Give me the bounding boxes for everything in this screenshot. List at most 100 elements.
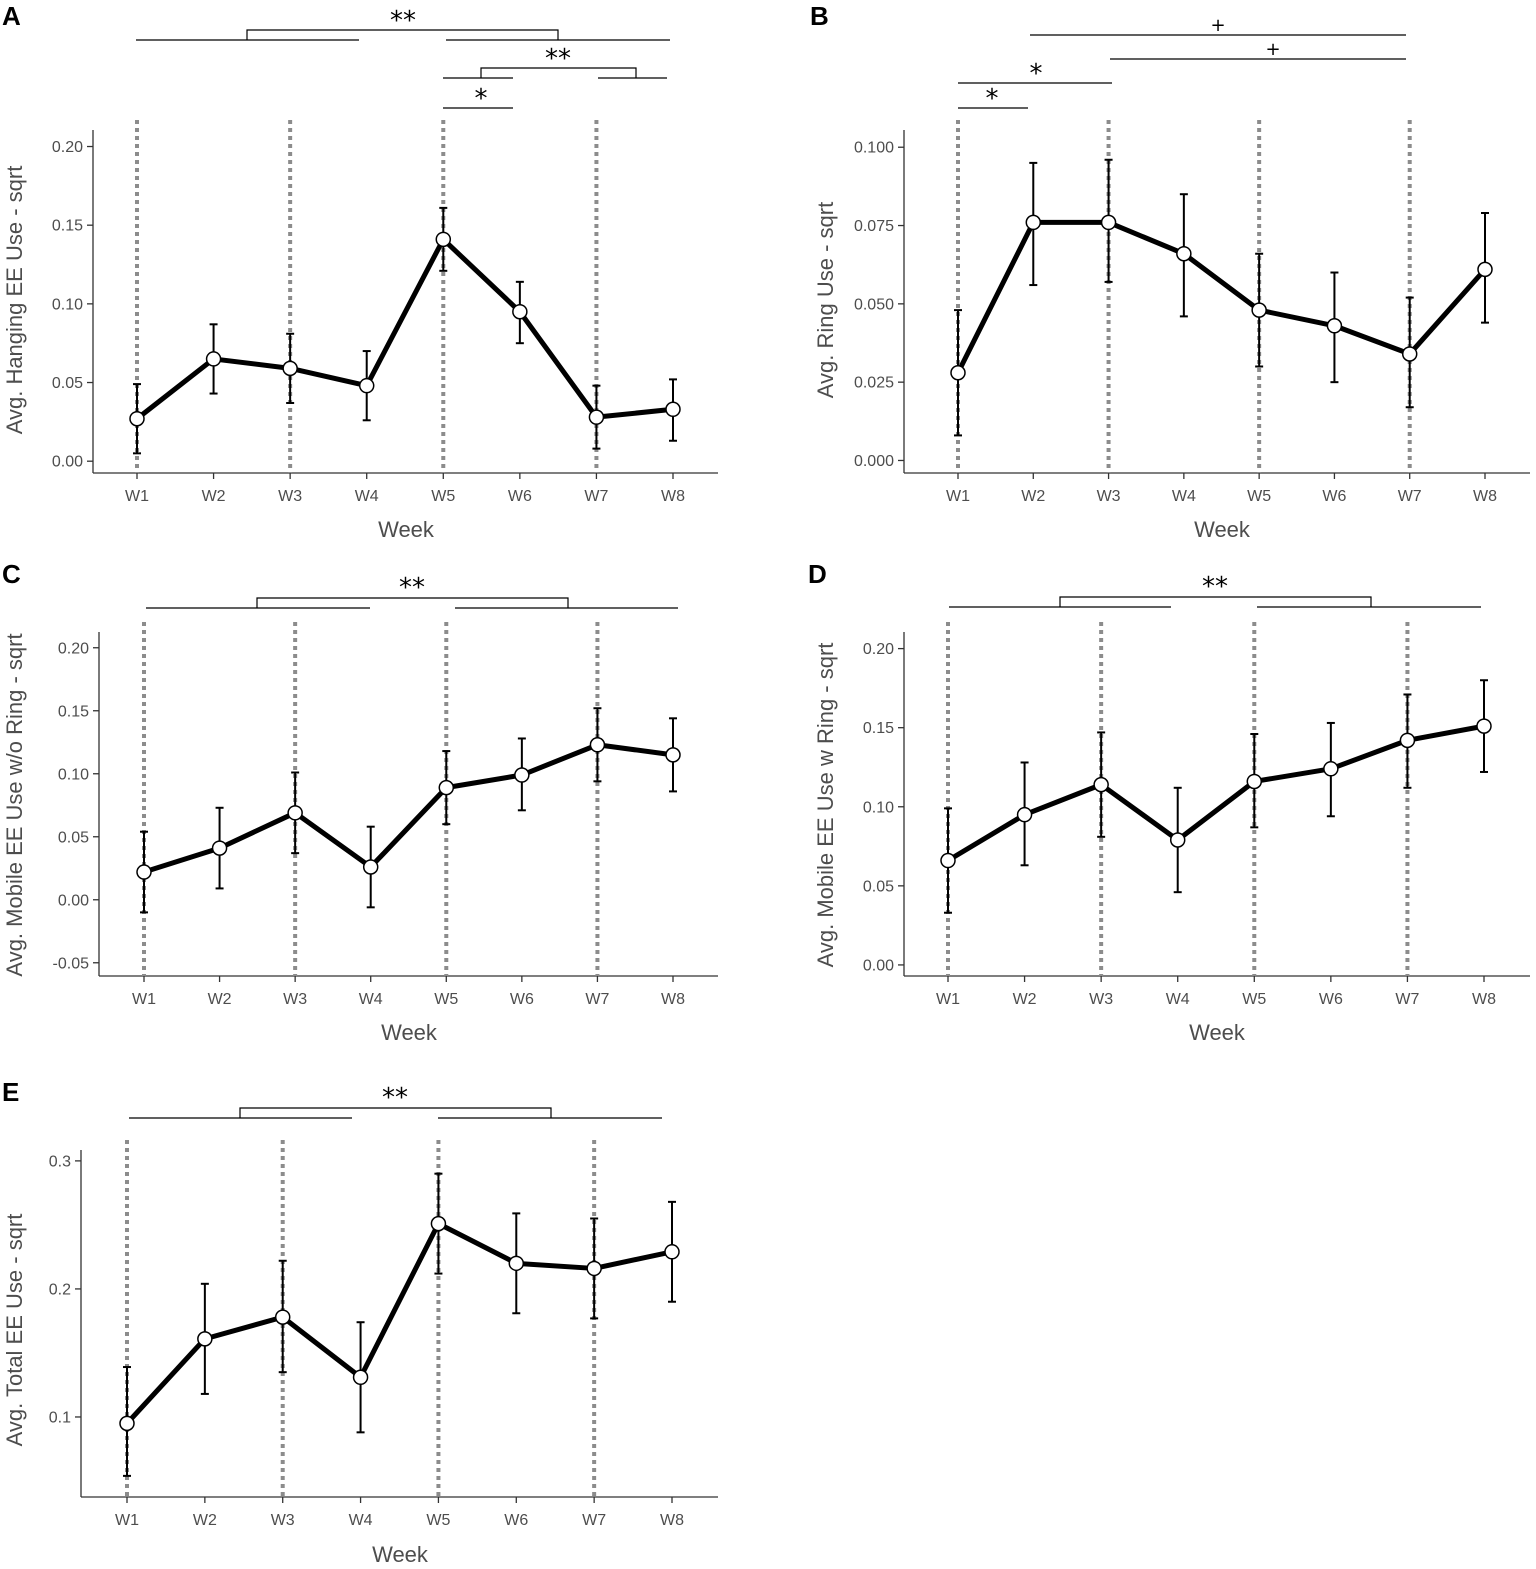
panel-b-sig-brackets xyxy=(958,34,1406,109)
sig-bracket-line xyxy=(1059,596,1372,607)
x-tick-label: W2 xyxy=(208,991,232,1008)
panel-a-plot: 0.00 0.05 0.10 0.15 0.20 W1 W2 W3 W4 W5 W6 W7 W8 xyxy=(52,120,718,505)
sig-label: ** xyxy=(382,1083,408,1113)
y-tick-label: 0.05 xyxy=(58,829,89,846)
panel-a-xlabel: Week xyxy=(378,517,435,542)
data-point xyxy=(136,864,152,880)
data-point xyxy=(1251,302,1267,318)
x-tick-label: W5 xyxy=(1242,991,1266,1008)
y-tick-label: 0.15 xyxy=(52,218,83,235)
data-point xyxy=(665,747,681,763)
x-tick-label: W8 xyxy=(660,1512,684,1529)
data-point xyxy=(1093,776,1109,793)
panel-d-ylabel: Avg. Mobile EE Use w Ring - sqrt xyxy=(813,643,838,968)
y-tick-label: 0.05 xyxy=(863,878,894,895)
y-tick-label: 0.20 xyxy=(58,640,89,657)
panel-c: C -0.05 0.00 0.05 0.10 0.15 0.20 W1 W2 W3 W4 W5 W6 W… xyxy=(2,559,718,1045)
y-tick-label: 0.05 xyxy=(52,375,83,392)
y-tick-label: 0.3 xyxy=(49,1153,71,1170)
y-tick-label: 0.00 xyxy=(863,957,894,974)
data-point xyxy=(950,365,966,381)
data-point xyxy=(1326,318,1343,334)
x-tick-label: W6 xyxy=(504,1512,528,1529)
x-tick-label: W2 xyxy=(193,1512,217,1529)
panel-c-letter: C xyxy=(2,559,21,589)
x-tick-label: W7 xyxy=(582,1512,606,1529)
y-tick-label: 0.00 xyxy=(58,892,89,909)
x-tick-label: W1 xyxy=(115,1512,139,1529)
panel-d-series-line xyxy=(946,723,1485,863)
sig-bracket-line xyxy=(239,1107,552,1118)
data-point xyxy=(282,360,298,377)
data-point xyxy=(274,1309,291,1325)
x-tick-label: W2 xyxy=(1013,991,1037,1008)
data-point xyxy=(588,409,605,425)
data-point xyxy=(352,1369,369,1386)
x-tick-label: W7 xyxy=(1395,991,1419,1008)
x-tick-label: W7 xyxy=(585,991,609,1008)
data-point xyxy=(1476,718,1492,734)
x-tick-label: W2 xyxy=(1021,488,1045,505)
panel-c-ylabel: Avg. Mobile EE Use w/o Ring - sqrt xyxy=(2,633,27,976)
x-tick-label: W8 xyxy=(661,488,685,505)
y-tick-label: 0.20 xyxy=(52,139,83,156)
panel-e-letter: E xyxy=(2,1077,19,1107)
sig-bracket-line xyxy=(246,29,559,40)
data-point xyxy=(438,779,455,796)
x-tick-label: W3 xyxy=(271,1512,295,1529)
y-tick-label: 0.10 xyxy=(863,799,894,816)
x-tick-label: W4 xyxy=(1172,488,1196,505)
sig-label: ** xyxy=(390,6,416,36)
x-tick-label: W7 xyxy=(1398,488,1422,505)
panel-b-xlabel: Week xyxy=(1194,517,1251,542)
x-tick-label: W1 xyxy=(125,488,149,505)
sig-label: ** xyxy=(399,573,425,603)
data-point xyxy=(508,1255,525,1272)
x-tick-label: W6 xyxy=(508,488,532,505)
panel-b: B 0.000 0.025 0.050 0.075 0.100 W1 W2 W3 W4 W5 W6 W… xyxy=(810,1,1530,542)
data-point xyxy=(362,859,379,875)
x-tick-label: W6 xyxy=(510,991,534,1008)
sig-label: ** xyxy=(545,44,571,74)
y-tick-label: 0.15 xyxy=(863,720,894,737)
x-tick-label: W7 xyxy=(584,488,608,505)
x-tick-label: W1 xyxy=(132,991,156,1008)
data-point xyxy=(664,1244,680,1260)
panel-c-series-line xyxy=(143,742,674,875)
data-point xyxy=(197,1331,213,1347)
panel-b-letter: B xyxy=(810,1,829,31)
panel-d-letter: D xyxy=(808,559,827,589)
x-tick-label: W6 xyxy=(1319,991,1343,1008)
data-point xyxy=(1246,773,1263,790)
panel-e-xlabel: Week xyxy=(372,1542,429,1567)
data-point xyxy=(358,377,375,394)
y-tick-label: 0.100 xyxy=(854,140,894,157)
x-tick-label: W2 xyxy=(202,488,226,505)
sig-label: * xyxy=(986,84,999,114)
data-point xyxy=(211,840,228,856)
data-point xyxy=(1025,214,1042,231)
data-point xyxy=(205,351,222,367)
x-tick-label: W4 xyxy=(359,991,383,1008)
panel-a-ylabel: Avg. Hanging EE Use - sqrt xyxy=(2,166,27,435)
panel-d-plot: 0.00 0.05 0.10 0.15 0.20 W1 W2 W3 W4 W5 W6 W7 W8 xyxy=(863,622,1530,1008)
x-tick-label: W5 xyxy=(434,991,458,1008)
x-tick-label: W1 xyxy=(936,991,960,1008)
sig-label: + xyxy=(1210,15,1225,36)
panel-d-xlabel: Week xyxy=(1189,1020,1246,1045)
x-tick-label: W8 xyxy=(1472,991,1496,1008)
y-tick-label: 0.075 xyxy=(854,218,894,235)
data-point xyxy=(512,303,528,320)
data-point xyxy=(1100,214,1117,231)
x-tick-label: W4 xyxy=(1166,991,1190,1008)
y-tick-label: 0.10 xyxy=(52,296,83,313)
data-point xyxy=(1323,761,1339,777)
sig-label: + xyxy=(1265,39,1280,60)
y-tick-label: 0.00 xyxy=(52,454,83,471)
x-tick-label: W4 xyxy=(355,488,379,505)
panel-c-plot: -0.05 0.00 0.05 0.10 0.15 0.20 W1 W2 W3 W4 W5 W6 W7 W… xyxy=(53,622,718,1008)
panel-d: D 0.00 0.05 0.10 0.15 0.20 W1 W2 W3 W4 W5 W6 W7 W8 W… xyxy=(808,559,1530,1045)
y-tick-label: 0.025 xyxy=(854,375,894,392)
y-tick-label: 0.10 xyxy=(58,766,89,783)
